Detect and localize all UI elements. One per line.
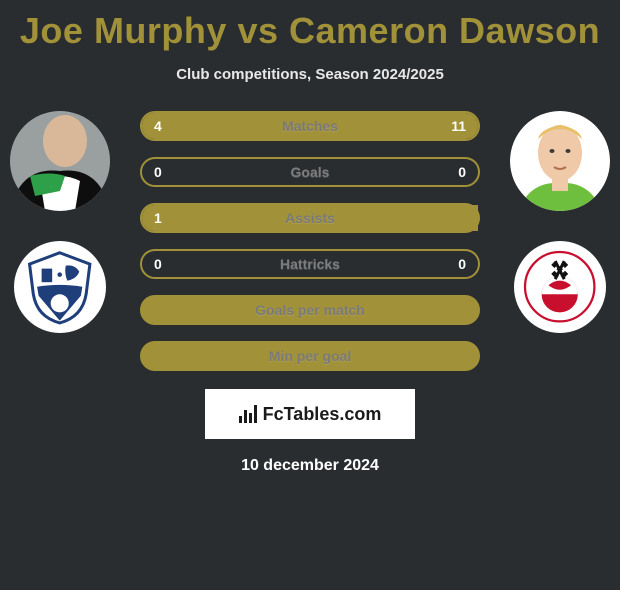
- stat-row: 0 0 Goals: [140, 157, 480, 187]
- stat-value-right: 11: [439, 113, 478, 139]
- comparison-title: Joe Murphy vs Cameron Dawson: [0, 10, 620, 52]
- stat-label: Hattricks: [280, 256, 340, 272]
- stat-value-left: 0: [142, 159, 174, 185]
- player1-club-crest: [14, 241, 106, 333]
- stat-label: Goals per match: [255, 302, 365, 318]
- stat-row: Goals per match: [140, 295, 480, 325]
- vs-text: vs: [237, 10, 278, 51]
- stat-row: Min per goal: [140, 341, 480, 371]
- subtitle: Club competitions, Season 2024/2025: [0, 66, 620, 83]
- stat-value-right: 0: [446, 251, 478, 277]
- player1-name: Joe Murphy: [20, 10, 227, 51]
- stat-label: Min per goal: [269, 348, 351, 364]
- left-column: [10, 111, 110, 333]
- stat-value-left: 4: [142, 113, 174, 139]
- stat-value-right: 0: [446, 159, 478, 185]
- stat-value-left: 1: [142, 205, 174, 231]
- player1-avatar: [10, 111, 110, 211]
- stat-row: 1 Assists: [140, 203, 480, 233]
- stats-list: 4 11 Matches 0 0 Goals 1 Assists 0 0 Hattricks Goal…: [140, 111, 480, 371]
- date-text: 10 december 2024: [0, 457, 620, 475]
- stat-label: Goals: [291, 164, 330, 180]
- player2-name: Cameron Dawson: [289, 10, 600, 51]
- stat-label: Matches: [282, 118, 338, 134]
- comparison-body: 4 11 Matches 0 0 Goals 1 Assists 0 0 Hattricks Goal…: [0, 111, 620, 371]
- stat-value-left: 0: [142, 251, 174, 277]
- brand-text: FcTables.com: [263, 404, 382, 425]
- stat-row: 4 11 Matches: [140, 111, 480, 141]
- stat-label: Assists: [285, 210, 335, 226]
- brand-bars-icon: [239, 405, 257, 423]
- player2-club-crest: [514, 241, 606, 333]
- right-column: [510, 111, 610, 333]
- brand-badge: FcTables.com: [205, 389, 415, 439]
- player2-avatar: [510, 111, 610, 211]
- stat-row: 0 0 Hattricks: [140, 249, 480, 279]
